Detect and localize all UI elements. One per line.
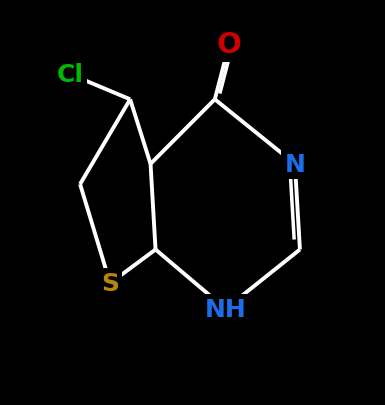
Text: Cl: Cl	[57, 63, 84, 87]
Text: NH: NH	[205, 297, 246, 321]
Text: N: N	[285, 152, 305, 177]
Text: O: O	[217, 32, 241, 59]
Text: S: S	[101, 271, 119, 296]
